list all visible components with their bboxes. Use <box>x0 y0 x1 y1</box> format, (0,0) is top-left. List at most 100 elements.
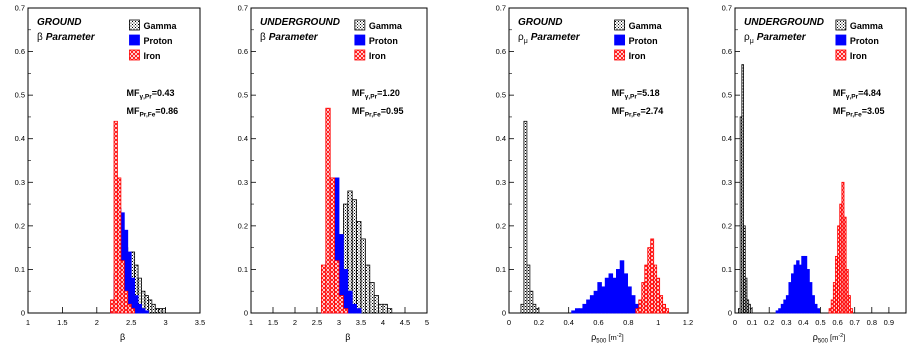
histogram-bar-proton <box>130 277 136 314</box>
y-tick-label: 0.4 <box>15 134 25 143</box>
merit-factor-prefix: MF <box>352 88 365 98</box>
y-tick-label: 0.3 <box>722 178 732 187</box>
y-tick-label: 0.3 <box>15 178 25 187</box>
histogram-bar-iron <box>850 308 853 314</box>
histogram-bar-proton <box>630 295 636 314</box>
histogram-bar-proton <box>578 308 584 314</box>
y-tick-label: 0.4 <box>238 134 248 143</box>
histogram-bar-iron <box>117 177 122 314</box>
x-tick-label: 1.2 <box>683 318 693 327</box>
y-tick-label: 0.6 <box>238 47 248 56</box>
legend: Gamma Proton Iron <box>129 19 177 61</box>
histogram-bar-proton <box>816 308 821 314</box>
x-axis-label: β <box>345 332 350 342</box>
legend-label-gamma: Gamma <box>369 21 403 31</box>
y-tick-label: 0 <box>502 309 506 318</box>
x-axis-label: ρ500 [m-2] <box>591 332 624 345</box>
histogram-bar-iron <box>338 295 344 314</box>
parameter-subscript: μ <box>750 38 754 45</box>
histogram-bar-proton <box>586 299 591 314</box>
merit-factor-value: =2.74 <box>641 106 664 116</box>
merit-factor-prefix: MF <box>612 88 625 98</box>
x-tick-label: 4.5 <box>400 318 410 327</box>
x-tick-label: 3.5 <box>195 318 205 327</box>
y-tick-label: 0.1 <box>238 265 248 274</box>
legend-swatch-iron <box>835 49 847 61</box>
x-tick-label: 4 <box>381 318 385 327</box>
x-tick-label: 0.4 <box>798 318 808 327</box>
merit-factor-value: =0.43 <box>152 88 175 98</box>
y-tick-label: 0.7 <box>496 4 506 13</box>
legend-label-proton: Proton <box>850 36 879 46</box>
legend-swatch-iron <box>614 49 626 61</box>
parameter-label: ρμ Parameter <box>744 32 807 45</box>
histogram-bar-gamma <box>161 308 167 314</box>
series-iron <box>828 181 853 314</box>
histogram-bar-gamma <box>741 64 744 314</box>
histogram-bar-proton <box>601 286 606 314</box>
legend-swatch-iron <box>354 49 366 61</box>
histogram-bar-gamma <box>526 264 531 314</box>
histogram-bar-proton <box>612 277 617 314</box>
panel-label: UNDERGROUND <box>744 17 824 28</box>
histogram-bar-gamma <box>351 199 358 314</box>
series-proton <box>775 255 821 314</box>
histogram-bar-iron <box>130 308 136 314</box>
merit-factor: MFPr,Fe=3.05 <box>833 106 885 119</box>
x-tick-label: 1 <box>26 318 30 327</box>
y-tick-label: 0.5 <box>496 91 506 100</box>
x-tick-label: 0.2 <box>764 318 774 327</box>
x-tick-label: 0.6 <box>832 318 842 327</box>
parameter-symbol: β <box>260 32 266 43</box>
histogram-bar-proton <box>574 308 580 314</box>
histogram-bar-proton <box>137 303 142 314</box>
y-tick-label: 0.6 <box>722 47 732 56</box>
histogram-bar-proton <box>356 308 362 314</box>
legend-swatch-gamma <box>354 19 366 31</box>
parameter-word: Parameter <box>269 32 319 43</box>
x-tick-label: 0.4 <box>563 318 573 327</box>
histogram-bar-proton <box>623 273 628 314</box>
histogram-bar-proton <box>608 273 614 314</box>
y-tick-label: 0.1 <box>15 265 25 274</box>
x-axis-subscript: 500 <box>818 339 829 345</box>
histogram-bar-gamma <box>356 221 362 314</box>
merit-factor-subscript: Pr,Fe <box>846 112 862 119</box>
merit-factor-value: =3.05 <box>862 106 885 116</box>
histogram-bar-iron <box>650 238 655 314</box>
y-tick-label: 0.7 <box>15 4 25 13</box>
panel-4: 0 0.1 0.2 0.3 0.4 0.5 0.6 0.7 0 0.1 0.2 0.3 0.4 0.5 0.… <box>722 4 907 345</box>
merit-factor-value: =5.18 <box>637 88 660 98</box>
histogram-bar-iron <box>656 277 661 314</box>
merit-factor: MFPr,Fe=0.86 <box>126 106 178 119</box>
x-axis-unit-close: ] <box>843 333 845 342</box>
legend-label-iron: Iron <box>850 51 867 61</box>
legend-swatch-gamma <box>129 19 140 31</box>
y-tick-label: 0.2 <box>238 221 248 230</box>
x-axis-symbol: β <box>120 332 125 342</box>
y-tick-label: 0.7 <box>722 4 732 13</box>
x-tick-label: 0.6 <box>593 318 603 327</box>
merit-factor-value: =0.95 <box>381 106 404 116</box>
histogram-bar-gamma <box>144 295 149 314</box>
histogram-bar-proton <box>627 286 632 314</box>
x-axis-unit-exponent: -2 <box>617 333 622 339</box>
histogram-bar-iron <box>123 290 129 314</box>
series-gamma <box>738 64 753 314</box>
histogram-bar-gamma <box>364 264 371 314</box>
series-iron <box>320 107 349 314</box>
x-tick-label: 0.7 <box>849 318 859 327</box>
y-tick-label: 0.3 <box>238 178 248 187</box>
merit-factor: MFγ,Pr=0.43 <box>126 88 174 101</box>
x-tick-label: 0.5 <box>815 318 825 327</box>
merit-factor-prefix: MF <box>612 106 625 116</box>
histogram-bar-iron <box>638 299 643 314</box>
histogram-bar-gamma <box>378 303 384 314</box>
y-tick-label: 0.1 <box>496 265 506 274</box>
merit-factor-prefix: MF <box>352 106 365 116</box>
x-axis-symbol: β <box>345 332 350 342</box>
panel-label: GROUND <box>37 17 81 28</box>
series-iron <box>110 120 136 314</box>
histogram-bar-gamma <box>520 303 525 314</box>
